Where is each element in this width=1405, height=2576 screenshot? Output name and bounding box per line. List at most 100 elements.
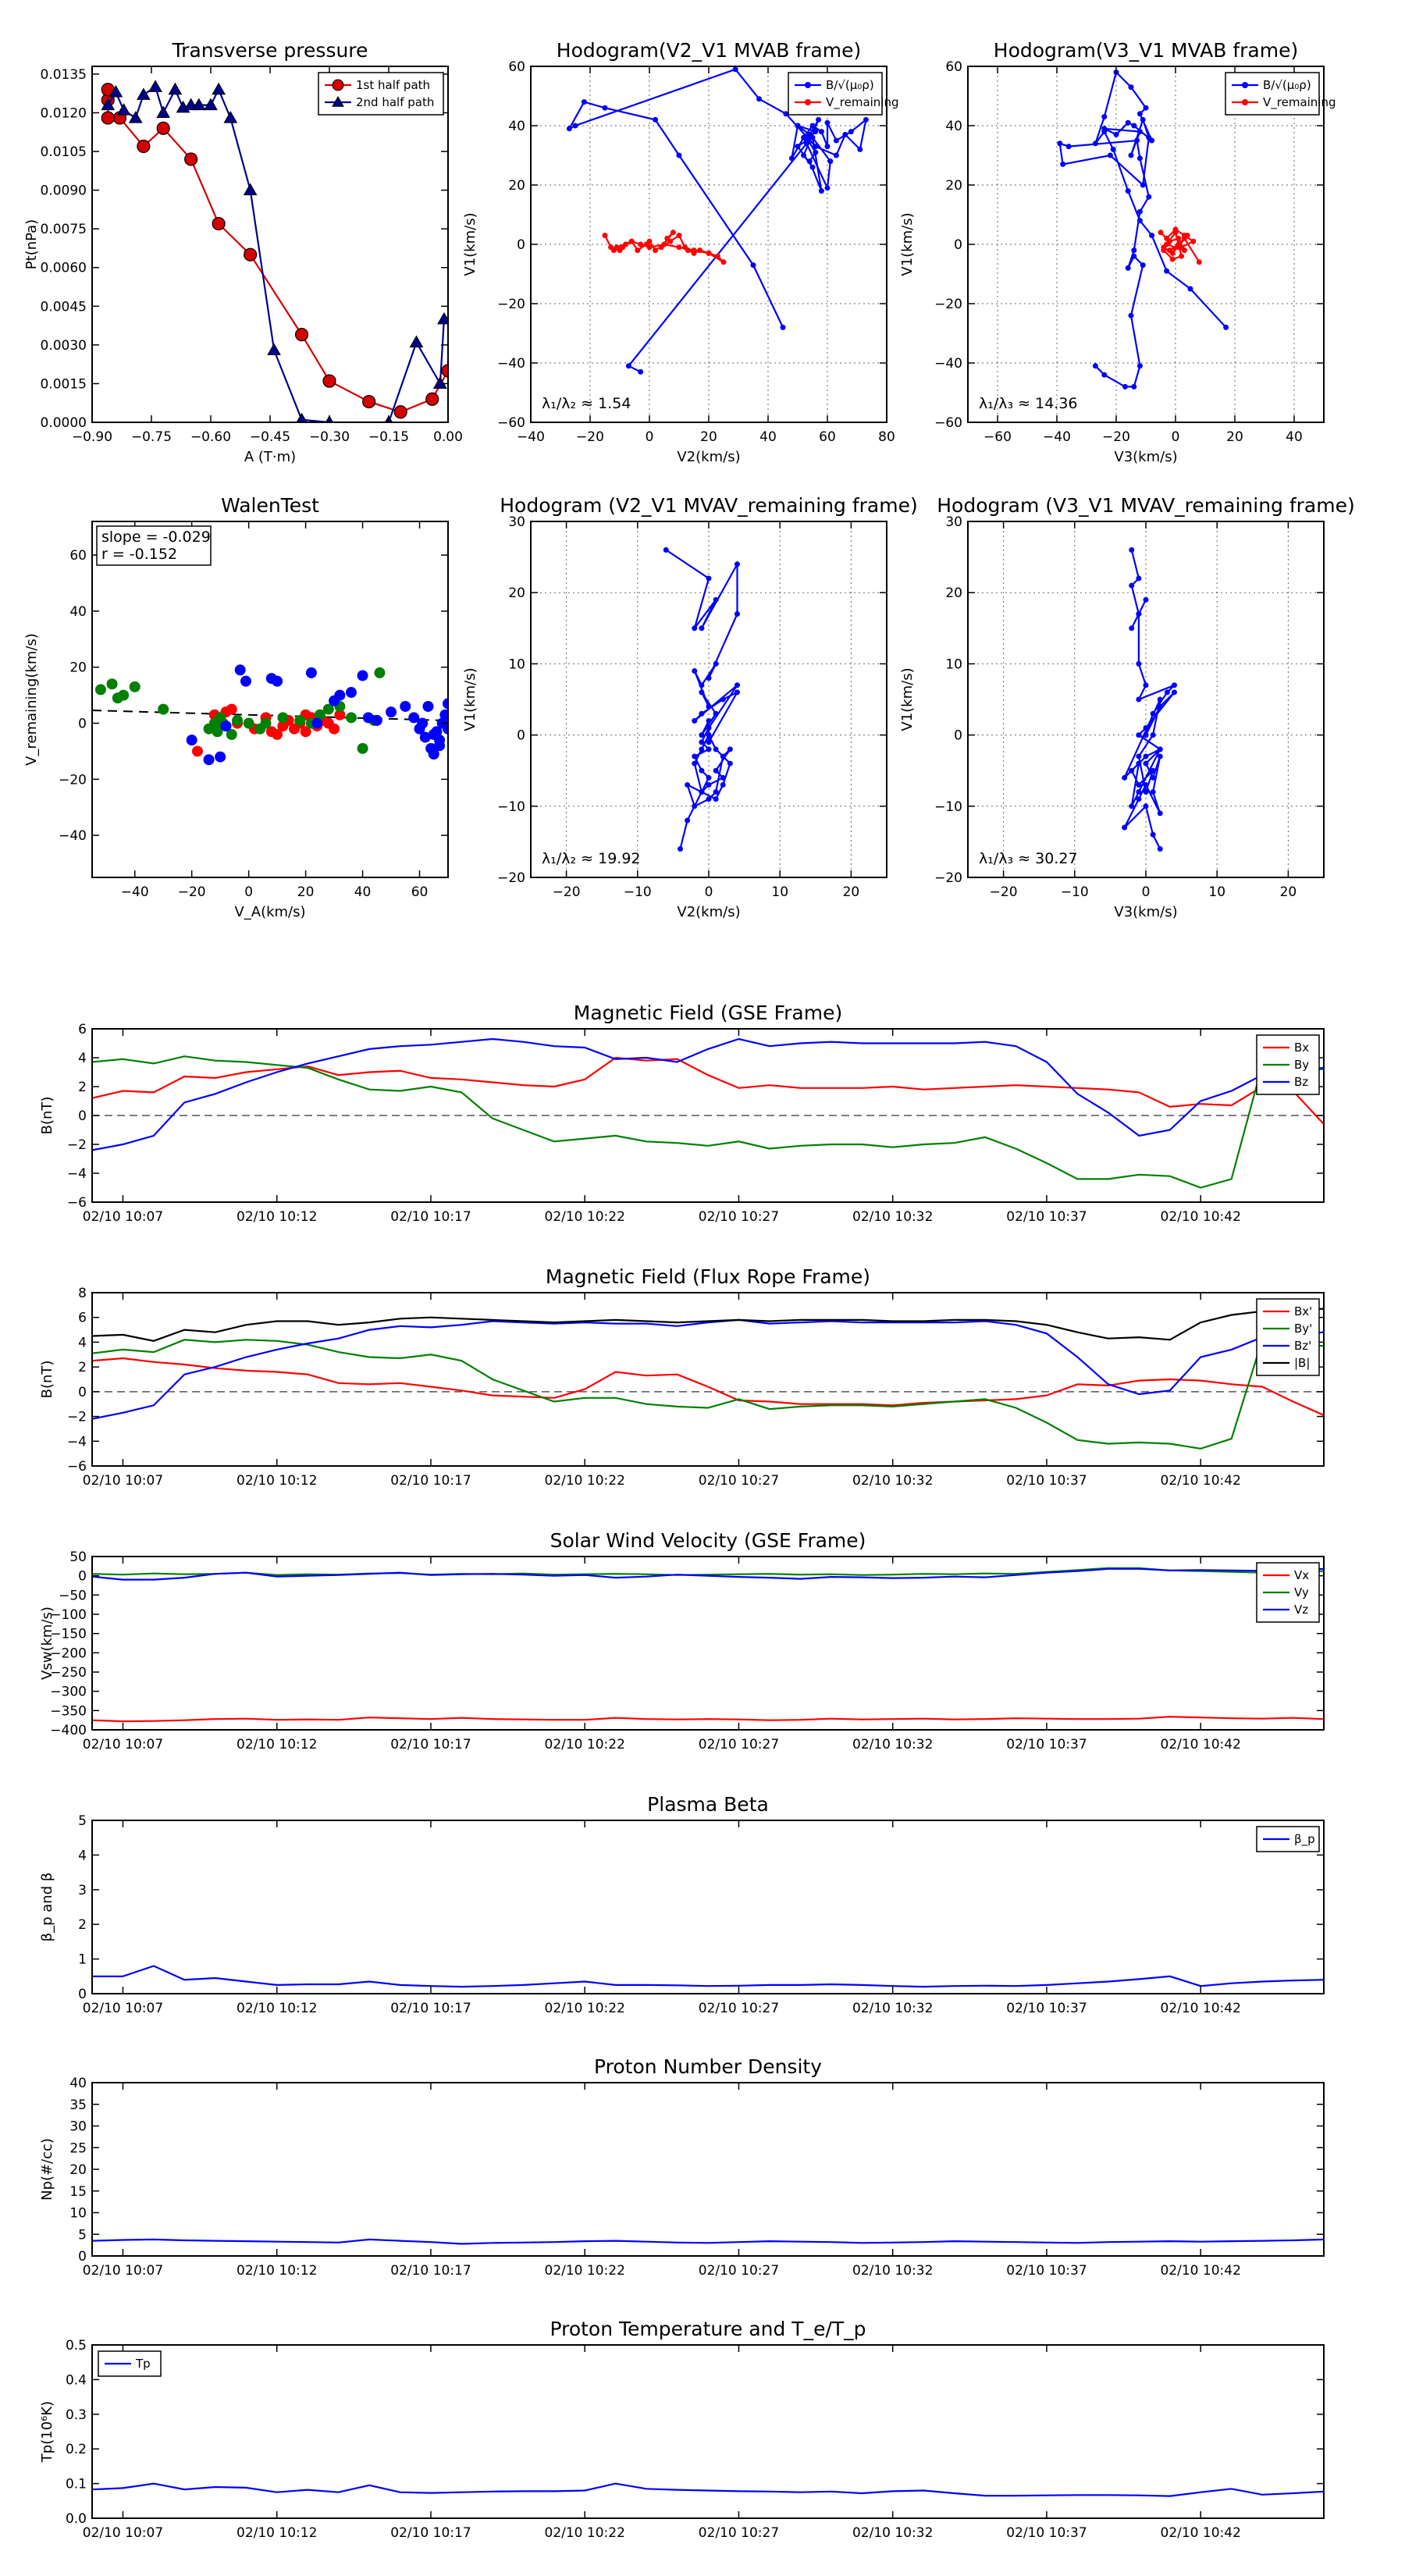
eigenvalue-ratio: λ₁/λ₂ ≈ 19.92 (542, 850, 641, 867)
y-tick-label: 0.0120 (41, 105, 87, 121)
data-point (1149, 233, 1155, 239)
x-tick-label: 0 (705, 884, 713, 900)
data-point (267, 343, 281, 355)
data-point (706, 724, 712, 731)
data-point (1157, 696, 1163, 703)
x-tick-label: 0 (646, 429, 654, 445)
data-point (223, 111, 238, 123)
x-tick-label: 0 (1142, 884, 1151, 900)
x-tick-label: −0.60 (190, 429, 231, 445)
eigenvalue-ratio: λ₁/λ₃ ≈ 14.36 (979, 395, 1078, 412)
data-point (1129, 625, 1135, 632)
x-tick-label: 02/10 10:07 (83, 1473, 163, 1489)
data-point (706, 746, 712, 753)
data-point (1143, 781, 1149, 788)
y-tick-label: 0.0090 (41, 183, 87, 199)
data-point (232, 714, 244, 726)
data-point (272, 728, 283, 740)
chart-title: Proton Number Density (594, 2055, 822, 2078)
data-point (1164, 689, 1170, 696)
series-bz (92, 1037, 1324, 1151)
plot-area (92, 1965, 1324, 1988)
y-tick-label: 60 (508, 59, 525, 75)
data-point (572, 123, 578, 129)
x-tick-label: −0.90 (72, 429, 112, 445)
data-point (1143, 105, 1149, 111)
legend-label: Bx (1294, 1041, 1309, 1055)
y-tick-label: −6 (67, 1459, 87, 1475)
x-tick-label: 02/10 10:37 (1006, 1737, 1087, 1752)
y-tick-label: 20 (508, 178, 525, 194)
data-point (566, 126, 572, 132)
y-tick-label: 2 (78, 1917, 87, 1933)
data-point (212, 726, 223, 738)
data-point (203, 754, 215, 766)
data-point (1129, 582, 1135, 589)
y-tick-label: 5 (78, 2227, 87, 2243)
data-point (300, 726, 311, 738)
series-line (92, 1318, 1324, 1420)
data-point (1101, 126, 1108, 132)
y-tick-label: 10 (945, 656, 962, 672)
data-point (1134, 137, 1140, 144)
data-point (1136, 575, 1142, 582)
x-tick-label: 02/10 10:22 (545, 1473, 625, 1489)
x-tick-label: 02/10 10:22 (545, 2525, 625, 2541)
y-tick-label: 0 (954, 728, 962, 744)
data-point (137, 139, 151, 154)
axes-frame (91, 521, 449, 878)
x-tick-label: 02/10 10:27 (699, 2001, 779, 2016)
x-tick-label: 02/10 10:42 (1161, 1473, 1241, 1489)
y-tick-label: 0.0 (66, 2511, 87, 2527)
x-tick-label: 02/10 10:42 (1161, 1737, 1241, 1752)
series-line (92, 1339, 1324, 1450)
data-point (813, 149, 819, 155)
y-tick-label: −350 (50, 1703, 87, 1719)
y-tick-label: 0.2 (66, 2442, 87, 2457)
data-point (795, 144, 801, 150)
data-point (1092, 141, 1098, 147)
data-point (803, 141, 809, 147)
data-point (663, 546, 669, 553)
data-point (1129, 546, 1135, 553)
stats-box (96, 525, 212, 566)
legend-label: Vy (1294, 1585, 1309, 1599)
series-0 (663, 546, 740, 852)
x-tick-label: 60 (411, 884, 429, 900)
data-point (699, 732, 705, 738)
series-b- (1057, 69, 1229, 390)
data-point (1131, 247, 1137, 254)
data-point (706, 796, 712, 802)
y-tick-label: −4 (67, 1166, 87, 1182)
y-tick-label: −400 (50, 1723, 87, 1738)
x-tick-label: 0.00 (433, 429, 463, 445)
data-point (386, 706, 397, 718)
data-point (661, 241, 667, 247)
data-point (422, 700, 434, 712)
series-line (92, 1965, 1324, 1988)
data-point (833, 137, 839, 144)
data-point (706, 717, 712, 724)
y-tick-label: −40 (59, 828, 87, 844)
data-point (1129, 767, 1135, 774)
y-tick-label: −10 (934, 799, 962, 815)
x-tick-label: 0 (244, 884, 253, 900)
data-point (1143, 753, 1149, 760)
data-point (685, 781, 691, 788)
x-tick-label: 02/10 10:07 (83, 2525, 163, 2541)
data-point (628, 238, 635, 244)
data-point (345, 687, 357, 699)
data-point (186, 735, 197, 746)
data-point (638, 241, 644, 247)
data-point (409, 335, 424, 348)
y-tick-label: 8 (78, 1286, 87, 1301)
y-tick-label: 4 (78, 1335, 87, 1350)
data-point (1136, 753, 1142, 760)
y-axis-label: V_remaining(km/s) (23, 633, 40, 766)
series-line (92, 1567, 1324, 1581)
legend-marker (1242, 99, 1248, 105)
data-point (809, 123, 816, 129)
data-point (732, 66, 738, 73)
data-point (277, 712, 289, 724)
